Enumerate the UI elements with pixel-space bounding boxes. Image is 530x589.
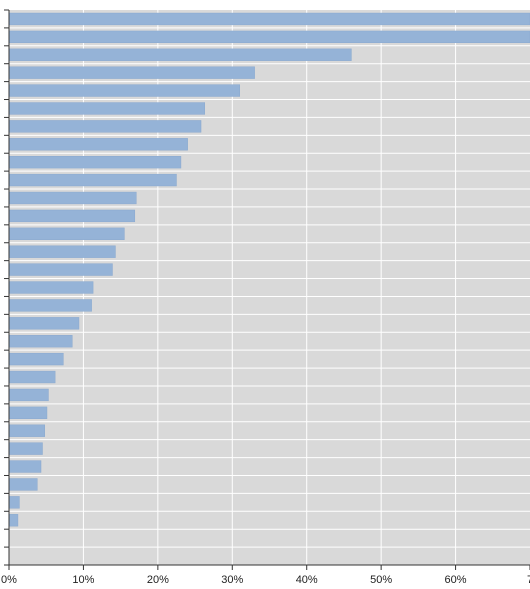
x-tick-label: 50% — [370, 574, 392, 586]
bar — [8, 191, 137, 205]
bar — [8, 317, 80, 330]
bar — [8, 496, 20, 509]
x-tick-label: 60% — [445, 574, 467, 586]
bar — [8, 281, 94, 294]
x-tick-label: 10% — [72, 574, 94, 586]
x-tick-label: 40% — [296, 574, 318, 586]
bar — [8, 84, 240, 97]
bar — [8, 173, 177, 187]
bar — [8, 209, 136, 223]
bar — [8, 370, 56, 384]
bar — [8, 227, 125, 240]
x-tick-label: 20% — [147, 574, 169, 586]
x-tick-label: 0% — [1, 574, 17, 586]
bar — [8, 138, 188, 151]
bar — [8, 102, 205, 115]
bar — [8, 335, 73, 348]
y-axis — [4, 9, 10, 566]
bar — [8, 245, 116, 258]
bar — [8, 352, 64, 366]
bar — [8, 66, 255, 79]
bar — [8, 120, 202, 133]
x-tick-label: 7 — [527, 574, 530, 586]
bar — [8, 460, 42, 473]
bar — [8, 406, 48, 419]
bar — [8, 12, 530, 26]
bar — [8, 478, 38, 491]
bar — [8, 156, 182, 169]
bar — [8, 48, 352, 61]
gridlines — [9, 10, 530, 565]
bar — [8, 424, 45, 437]
bars — [8, 12, 530, 527]
x-axis: 0% 10% 20% 30% 40% 50% 60% 7 — [1, 564, 530, 586]
bar — [8, 30, 530, 44]
bar — [8, 514, 19, 527]
x-tick-label: 30% — [221, 574, 243, 586]
bar — [8, 442, 43, 455]
bar — [8, 388, 49, 402]
bar — [8, 299, 92, 312]
bar — [8, 263, 113, 276]
